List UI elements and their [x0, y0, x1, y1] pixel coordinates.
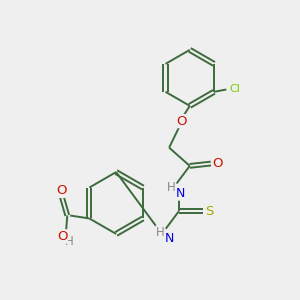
- Text: O: O: [57, 184, 67, 197]
- Text: H: H: [167, 181, 176, 194]
- Text: S: S: [205, 205, 214, 218]
- Text: O: O: [176, 115, 187, 128]
- Text: O: O: [57, 230, 68, 243]
- Text: O: O: [212, 157, 223, 170]
- Text: N: N: [164, 232, 174, 245]
- Text: N: N: [175, 187, 185, 200]
- Text: H: H: [156, 226, 165, 239]
- Text: Cl: Cl: [229, 85, 240, 94]
- Text: H: H: [65, 235, 74, 248]
